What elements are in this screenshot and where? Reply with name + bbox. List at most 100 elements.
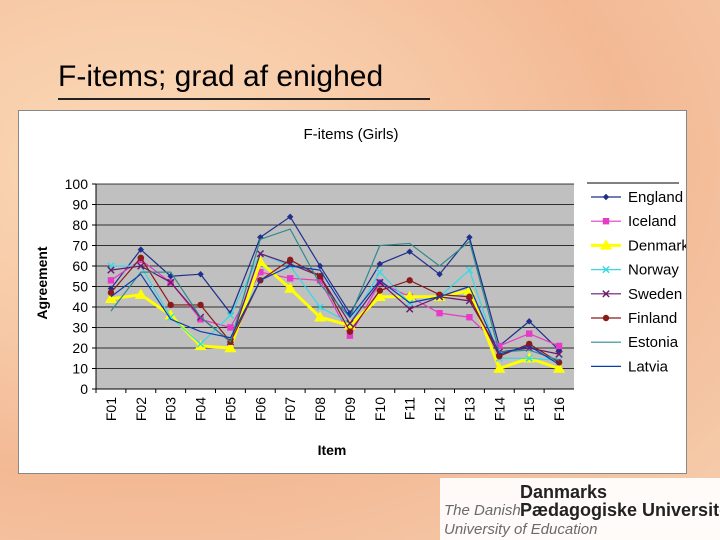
- legend-label-denmark: Denmark: [628, 237, 686, 254]
- legend-marker-norway: [602, 265, 610, 274]
- logo-text-danmarks: Danmarks: [520, 482, 608, 502]
- y-axis-label: Agreement: [34, 246, 50, 319]
- y-tick-label: 60: [72, 258, 88, 274]
- data-point-iceland: [257, 268, 264, 276]
- x-tick-label: F02: [133, 397, 149, 421]
- data-point-sweden: [555, 350, 563, 358]
- data-point-denmark: [403, 290, 416, 301]
- x-tick-label: F06: [252, 397, 268, 421]
- data-point-finland: [376, 287, 384, 294]
- x-tick-label: F01: [103, 397, 119, 421]
- logo-text-university-of-education: University of Education: [444, 521, 598, 538]
- data-point-finland: [137, 254, 145, 261]
- x-axis-label: Item: [318, 442, 347, 458]
- legend-label-estonia: Estonia: [628, 334, 679, 351]
- data-point-denmark: [284, 282, 297, 293]
- x-tick-label: F05: [222, 397, 238, 421]
- x-tick-label: F10: [372, 397, 388, 421]
- y-tick-label: 10: [72, 361, 88, 377]
- data-point-finland: [525, 340, 533, 348]
- y-tick-label: 30: [72, 320, 88, 336]
- data-point-finland: [406, 277, 413, 284]
- legend-label-sweden: Sweden: [628, 286, 682, 303]
- data-point-sweden: [256, 250, 265, 258]
- y-tick-label: 50: [72, 279, 88, 295]
- data-point-norway: [465, 266, 474, 274]
- data-point-england: [257, 234, 264, 241]
- x-tick-label: F12: [432, 397, 448, 421]
- data-point-denmark: [164, 309, 177, 320]
- data-point-sweden: [376, 278, 384, 287]
- series-line-finland: [110, 256, 560, 363]
- x-tick-label: F13: [461, 397, 477, 421]
- data-point-england: [436, 271, 443, 278]
- data-point-norway: [316, 303, 324, 311]
- data-point-england: [406, 248, 413, 255]
- data-point-iceland: [525, 330, 533, 337]
- data-point-iceland: [227, 324, 234, 331]
- legend-label-latvia: Latvia: [628, 358, 669, 375]
- x-tick-label: F16: [551, 397, 567, 421]
- y-tick-label: 40: [72, 299, 88, 315]
- slide-title: F-items; grad af enighed: [58, 60, 384, 93]
- data-point-england: [466, 234, 473, 241]
- x-tick-label: F09: [342, 397, 358, 421]
- y-tick-label: 0: [80, 381, 88, 397]
- data-point-sweden: [405, 305, 414, 313]
- y-tick-label: 70: [72, 238, 88, 254]
- legend-label-iceland: Iceland: [628, 213, 676, 230]
- x-tick-label: F04: [193, 397, 209, 421]
- university-logo: The Danish Danmarks Pædagogiske Universi…: [440, 478, 720, 540]
- legend-marker-iceland: [602, 218, 610, 225]
- logo-text-the-danish: The Danish: [444, 502, 521, 519]
- y-tick-label: 20: [72, 340, 88, 356]
- x-tick-label: F11: [402, 397, 418, 420]
- data-point-denmark: [314, 311, 327, 322]
- legend-label-norway: Norway: [628, 262, 679, 279]
- data-point-denmark: [104, 292, 117, 303]
- series-line-norway: [110, 252, 560, 361]
- x-tick-label: F07: [282, 397, 298, 421]
- data-point-sweden: [166, 278, 175, 287]
- chart-legend: England Iceland Denmark Norway Sweden Finland…: [587, 182, 686, 375]
- data-point-norway: [196, 340, 205, 348]
- y-tick-label: 80: [72, 217, 88, 233]
- data-point-denmark: [553, 362, 566, 373]
- data-point-denmark: [493, 362, 506, 373]
- series-line-estonia: [110, 228, 560, 361]
- data-point-norway: [226, 311, 235, 319]
- data-point-finland: [197, 301, 204, 309]
- legend-label-england: England: [628, 189, 683, 206]
- legend-marker-england: [602, 193, 610, 201]
- data-point-finland: [496, 353, 503, 360]
- series-line-england: [110, 215, 560, 351]
- y-tick-label: 90: [72, 197, 88, 213]
- series-line-latvia: [110, 265, 560, 365]
- legend-label-finland: Finland: [628, 310, 677, 327]
- data-point-finland: [346, 328, 354, 335]
- x-tick-label: F15: [521, 397, 537, 421]
- data-point-england: [197, 271, 204, 278]
- data-point-finland: [316, 273, 324, 280]
- y-tick-label: 100: [65, 176, 89, 192]
- data-point-iceland: [466, 314, 473, 321]
- line-chart: F-items (Girls) Agreement Item 0 10 20 30 40…: [34, 126, 686, 458]
- data-point-england: [376, 260, 384, 268]
- data-point-england: [316, 262, 324, 270]
- data-point-norway: [525, 354, 533, 362]
- chart-frame: F-items (Girls) Agreement Item 0 10 20 30 40…: [18, 110, 687, 474]
- title-underline: [58, 98, 430, 100]
- legend-marker-denmark: [600, 239, 612, 250]
- data-point-england: [525, 318, 533, 325]
- data-point-sweden: [346, 319, 354, 328]
- x-tick-label: F14: [491, 397, 507, 421]
- data-point-england: [167, 273, 174, 280]
- data-point-iceland: [316, 277, 324, 284]
- data-point-iceland: [197, 316, 204, 323]
- data-point-england: [286, 213, 294, 220]
- legend-marker-sweden: [602, 290, 610, 298]
- x-tick-label: F08: [312, 397, 328, 421]
- data-point-denmark: [194, 339, 207, 351]
- data-point-sweden: [107, 266, 115, 274]
- data-point-denmark: [224, 342, 237, 353]
